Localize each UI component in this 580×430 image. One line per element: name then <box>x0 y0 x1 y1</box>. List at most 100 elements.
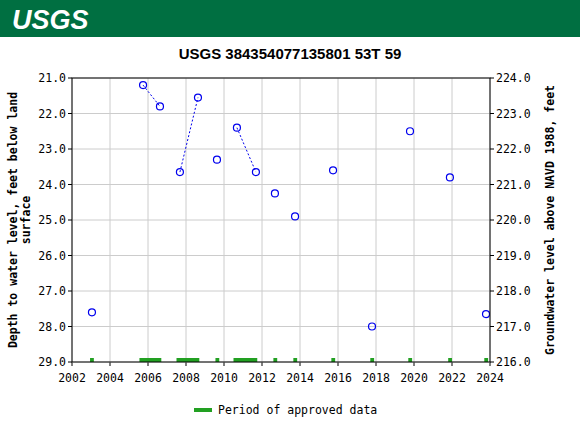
y2-tick-label: 219.0 <box>496 249 531 263</box>
y-axis-title: Depth to water level, feet below land <box>6 92 20 348</box>
chart-svg: USGS USGS 384354077135801 53T 59 2002 2004 2… <box>0 0 580 430</box>
data-point <box>213 156 220 163</box>
y-tick-label: 25.0 <box>38 213 66 227</box>
y2-tick <box>490 291 494 292</box>
data-point <box>483 311 490 318</box>
y2-tick-label: 222.0 <box>496 142 531 156</box>
y-grid-line <box>72 326 490 327</box>
y-tick <box>68 113 72 114</box>
y2-tick <box>490 326 494 327</box>
approved-period <box>139 358 161 362</box>
y-tick <box>68 220 72 221</box>
x-tick <box>224 362 225 366</box>
x-tick <box>262 362 263 366</box>
approved-period <box>234 358 258 362</box>
y-grid-line <box>72 220 490 221</box>
y2-axis-title: Groundwater level above NAVD 1988, feet <box>543 85 557 355</box>
plot-area <box>72 78 490 362</box>
chart-title: USGS 384354077135801 53T 59 <box>179 45 402 62</box>
x-tick-label: 2012 <box>248 371 276 385</box>
y-tick <box>68 184 72 185</box>
plot-marks <box>88 82 489 362</box>
x-tick-label: 2024 <box>476 371 504 385</box>
approved-period <box>273 358 277 362</box>
series-line <box>180 98 198 173</box>
data-point <box>271 190 278 197</box>
x-tick-label: 2020 <box>400 371 428 385</box>
y2-tick-label: 221.0 <box>496 178 531 192</box>
data-point <box>446 174 453 181</box>
y2-tick <box>490 255 494 256</box>
x-tick-label: 2004 <box>96 371 124 385</box>
x-tick <box>186 362 187 366</box>
y2-tick-label: 224.0 <box>496 71 531 85</box>
y-tick <box>68 291 72 292</box>
y-axis-title: surface <box>19 196 33 245</box>
y2-tick-label: 217.0 <box>496 320 531 334</box>
data-point <box>330 167 337 174</box>
approved-period <box>484 358 488 362</box>
data-point <box>233 124 240 131</box>
y-tick-label: 28.0 <box>38 320 66 334</box>
x-tick <box>338 362 339 366</box>
data-point <box>156 103 163 110</box>
y-tick-label: 24.0 <box>38 178 66 192</box>
approved-period <box>90 358 94 362</box>
y-tick <box>68 326 72 327</box>
y-grid-line <box>72 291 490 292</box>
x-tick-label: 2016 <box>324 371 352 385</box>
y2-tick <box>490 362 494 363</box>
y-tick <box>68 78 72 79</box>
y2-tick-label: 218.0 <box>496 284 531 298</box>
y-tick-label: 26.0 <box>38 249 66 263</box>
y-grid-line <box>72 113 490 114</box>
approved-period <box>408 358 412 362</box>
y-tick-label: 21.0 <box>38 71 66 85</box>
y-tick-label: 22.0 <box>38 107 66 121</box>
approved-period <box>177 358 200 362</box>
data-point <box>194 94 201 101</box>
legend-label: Period of approved data <box>218 403 377 417</box>
y-tick-label: 29.0 <box>38 355 66 369</box>
x-tick-label: 2022 <box>438 371 466 385</box>
approved-period <box>215 358 219 362</box>
y2-tick-label: 216.0 <box>496 355 531 369</box>
legend-swatch <box>194 408 212 412</box>
y2-tick-label: 220.0 <box>496 213 531 227</box>
data-point <box>292 213 299 220</box>
x-tick <box>300 362 301 366</box>
data-point <box>88 309 95 316</box>
x-tick <box>148 362 149 366</box>
y2-tick-label: 223.0 <box>496 107 531 121</box>
x-tick <box>72 362 73 366</box>
y2-tick <box>490 184 494 185</box>
y2-tick <box>490 220 494 221</box>
x-tick-label: 2006 <box>134 371 162 385</box>
y-tick-label: 27.0 <box>38 284 66 298</box>
y-tick <box>68 149 72 150</box>
y-tick <box>68 255 72 256</box>
y-grid-line <box>72 255 490 256</box>
y-grid-line <box>72 149 490 150</box>
logo-text: USGS <box>12 5 89 35</box>
x-tick <box>110 362 111 366</box>
data-point <box>369 323 376 330</box>
x-tick-label: 2010 <box>210 371 238 385</box>
x-tick <box>414 362 415 366</box>
series-line <box>237 128 256 172</box>
data-point <box>176 169 183 176</box>
x-tick-label: 2002 <box>58 371 86 385</box>
approved-period <box>370 358 374 362</box>
x-tick-label: 2014 <box>286 371 314 385</box>
y-tick-label: 23.0 <box>38 142 66 156</box>
x-tick-label: 2008 <box>172 371 200 385</box>
x-tick <box>452 362 453 366</box>
approved-period <box>331 358 335 362</box>
y-tick <box>68 362 72 363</box>
data-point <box>252 169 259 176</box>
data-point <box>407 128 414 135</box>
plot-frame <box>72 78 490 362</box>
y-grid-line <box>72 184 490 185</box>
y2-tick <box>490 78 494 79</box>
x-tick <box>490 362 491 366</box>
